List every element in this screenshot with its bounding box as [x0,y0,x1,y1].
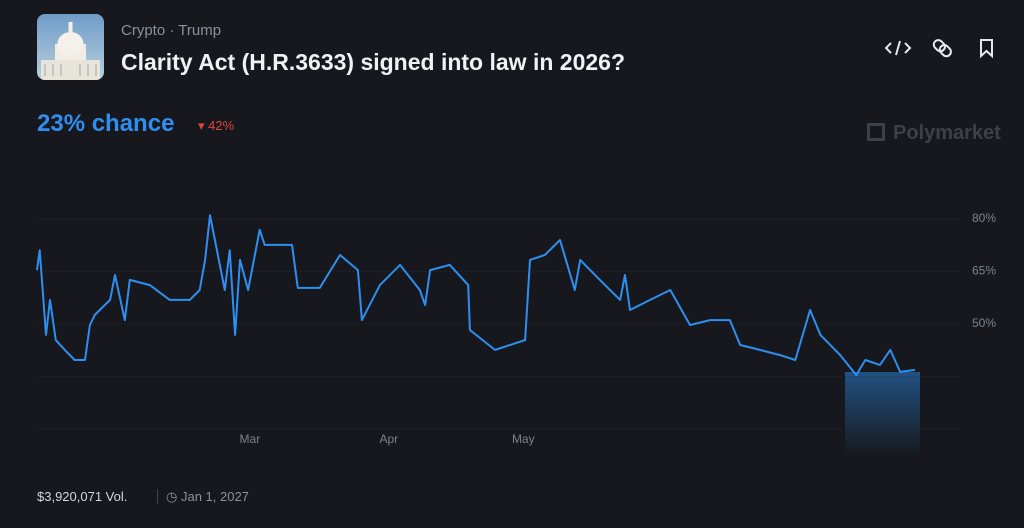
tag[interactable]: Crypto [121,22,166,39]
tag[interactable]: Trump [178,22,222,39]
volume: $3,920,071 Vol. [37,489,128,504]
y-tick-label: 50% [972,316,996,330]
x-tick-label: Mar [240,432,261,446]
market-image [37,14,104,80]
y-tick-label: 80% [972,211,996,225]
brand-logo [867,123,885,141]
y-tick-label: 65% [972,264,996,278]
embed-button[interactable] [885,40,912,56]
change-value: 42% [208,118,235,133]
breadcrumb: Crypto · Trump [121,22,222,39]
end-date: ◷ Jan 1, 2027 [157,489,249,505]
x-tick-label: Apr [379,432,398,446]
end-date-text: Jan 1, 2027 [180,489,249,504]
brand-name: Polymarket [893,122,1001,144]
brand: Polymarket [867,122,1001,145]
x-tick-label: May [512,432,535,446]
link-button[interactable] [932,38,953,58]
price-line [36,214,916,377]
chance: 23% chance [37,110,175,137]
change: ▾ 42% [198,118,235,133]
toolbar [885,38,993,59]
market-title: Clarity Act (H.R.3633) signed into law i… [121,49,626,75]
glow [845,372,920,457]
bookmark-button[interactable] [980,39,993,59]
capitol-icon [41,22,100,80]
